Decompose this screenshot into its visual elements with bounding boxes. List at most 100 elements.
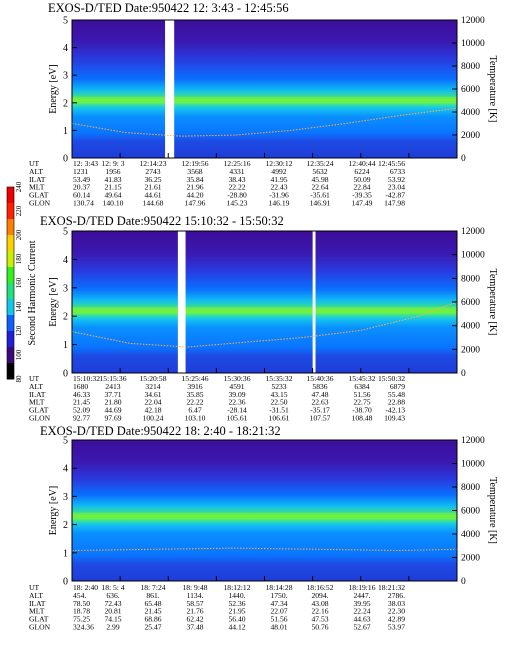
- table-cell: 15:40:36: [306, 374, 333, 383]
- y2-tick-label: 6000: [461, 298, 480, 308]
- colorbar-segment: [7, 283, 14, 300]
- table-cell: 22.64: [311, 183, 328, 192]
- panel-title: EXOS-D/TED Date:950422 15:10:32 - 15:50:…: [40, 214, 284, 228]
- table-cell: 56.40: [228, 615, 245, 624]
- table-cell: 52.09: [73, 406, 90, 415]
- table-cell: 44.69: [104, 406, 121, 415]
- table-cell: 1750.: [270, 591, 287, 600]
- table-cell: 3916: [187, 382, 202, 391]
- y-tick-label: 3: [63, 71, 68, 82]
- table-cell: 5632: [312, 167, 327, 176]
- y-axis-left: 0 1 2 3 4 5 Energy [eV]: [48, 227, 77, 380]
- table-cell: 74.15: [104, 615, 121, 624]
- colorbar-title: Second Harmonic Current: [27, 240, 38, 345]
- table-cell: 6384: [354, 382, 369, 391]
- table-cell: 1231: [73, 167, 88, 176]
- table-cell: 2.99: [106, 623, 119, 632]
- row-label-alt: ALT: [29, 382, 43, 391]
- table-cell: 21.95: [228, 607, 245, 616]
- panel-2: EXOS-D/TED Date:950422 15:10:32 - 15:50:…: [29, 214, 498, 423]
- y2-tick-label: 12000: [461, 227, 485, 237]
- colorbar-tick-label: 240: [15, 181, 23, 192]
- table-cell: 12: 9: 3: [101, 159, 124, 168]
- spectrogram-background: [72, 20, 457, 158]
- table-cell: 109.43: [384, 414, 405, 423]
- table-cell: 324.36: [73, 623, 94, 632]
- table-cell: 18: 5: 4: [101, 583, 124, 592]
- y-tick-label: 2: [63, 312, 68, 323]
- table-cell: 42.89: [388, 615, 405, 624]
- colorbar-tick-label: 100: [15, 349, 23, 360]
- table-cell: 45.98: [311, 175, 328, 184]
- table-cell: 44.20: [186, 191, 203, 200]
- y2-tick-label: 8000: [461, 274, 480, 284]
- data-gap: [165, 20, 175, 158]
- table-cell: 53.97: [388, 623, 405, 632]
- table-cell: 18.78: [73, 607, 90, 616]
- table-cell: 44.61: [144, 191, 161, 200]
- table-cell: 41.83: [104, 175, 121, 184]
- table-cell: 2786.: [388, 591, 405, 600]
- y-tick-label: 4: [63, 255, 68, 266]
- table-cell: 107.57: [310, 414, 331, 423]
- y-tick-label: 5: [63, 436, 68, 447]
- table-cell: 454.: [73, 591, 86, 600]
- table-cell: 25.47: [144, 623, 161, 632]
- table-cell: 15:50:32: [378, 374, 405, 383]
- y-tick-label: 1: [63, 340, 68, 351]
- table-cell: 47.48: [311, 390, 328, 399]
- colorbar-tick-label: 160: [15, 277, 23, 288]
- table-cell: 75.25: [73, 615, 90, 624]
- table-cell: -35.61: [310, 191, 330, 200]
- table-cell: 22.88: [388, 398, 405, 407]
- table-cell: 52.36: [228, 599, 245, 608]
- y2-axis-label: Temperature [K]: [487, 56, 498, 123]
- table-cell: 3568: [187, 167, 202, 176]
- table-cell: 50.76: [311, 623, 328, 632]
- table-cell: 22.75: [353, 398, 370, 407]
- colorbar-segment: [7, 251, 14, 268]
- table-cell: 15:35:32: [265, 374, 292, 383]
- colorbar-tick-label: 220: [15, 205, 23, 216]
- table-cell: 1440.: [228, 591, 245, 600]
- table-cell: 50.09: [353, 175, 370, 184]
- table-cell: 18:21:32: [378, 583, 405, 592]
- y-axis-right: 0 2000 4000 6000 8000 10000 12000 Temperature […: [452, 436, 498, 587]
- y2-tick-label: 2000: [461, 554, 480, 564]
- y-tick-label: 3: [63, 283, 68, 294]
- colorbar-tick-label: 140: [15, 301, 23, 312]
- colorbar-segment: [7, 299, 14, 316]
- table-cell: 21.80: [104, 398, 121, 407]
- y2-tick-label: 10000: [461, 460, 485, 470]
- y-tick-label: 0: [63, 577, 68, 588]
- row-label-mlt: MLT: [29, 183, 45, 192]
- spectrogram: [71, 20, 457, 158]
- row-label-ut: UT: [29, 159, 39, 168]
- colorbar-segment: [7, 187, 14, 204]
- table-cell: 68.86: [144, 615, 161, 624]
- table-cell: 108.48: [352, 414, 373, 423]
- colorbar-segment: [7, 219, 14, 236]
- row-label-glat: GLAT: [29, 406, 49, 415]
- y-axis-label: Energy [eV]: [48, 64, 59, 114]
- spectrogram-background: [72, 440, 457, 581]
- table-cell: 18: 9:48: [182, 583, 207, 592]
- table-cell: 51.56: [270, 615, 287, 624]
- peak-band: [72, 96, 457, 104]
- table-cell: 22.30: [388, 607, 405, 616]
- table-cell: 22.24: [353, 607, 370, 616]
- row-label-glon: GLON: [29, 199, 51, 208]
- y-tick-label: 1: [63, 126, 68, 137]
- table-cell: 2447.: [353, 591, 370, 600]
- y-tick-label: 0: [63, 154, 68, 165]
- table-cell: 46.33: [73, 390, 90, 399]
- colorbar-segment: [7, 235, 14, 252]
- y2-tick-label: 0: [461, 369, 466, 379]
- row-label-alt: ALT: [29, 591, 43, 600]
- table-cell: 39.09: [228, 390, 245, 399]
- table-cell: 12:14:23: [139, 159, 166, 168]
- colorbar-segment: [7, 363, 14, 380]
- row-label-glon: GLON: [29, 623, 51, 632]
- row-label-glat: GLAT: [29, 615, 49, 624]
- table-cell: 2094.: [311, 591, 328, 600]
